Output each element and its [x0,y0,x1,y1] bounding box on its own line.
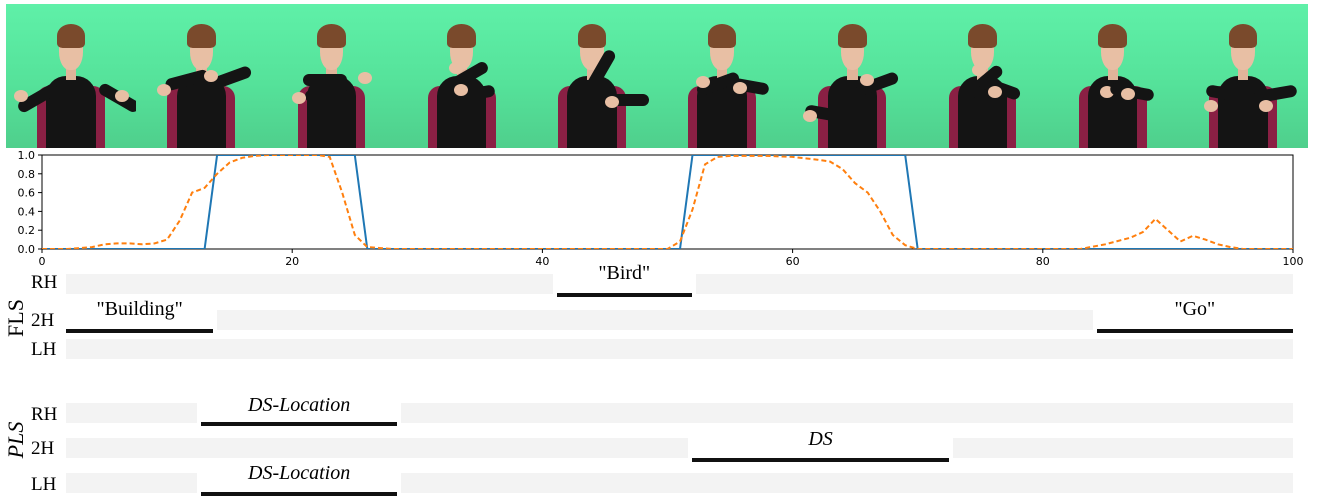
signer-hand [802,110,817,122]
signer-hand [448,62,463,74]
video-frame [136,4,267,148]
dashed-series-line [42,155,1293,249]
pls-track-bg [401,403,1293,423]
x-tick-label: 60 [786,255,800,268]
fls-segment-bar [1096,329,1293,333]
signer-neck [847,68,858,80]
pls-track-bg [953,438,1293,458]
video-frame [917,4,1048,148]
fls-track-bg [66,274,553,294]
signer-hand [987,86,1002,98]
signer-neck [1237,68,1249,80]
fls-segment-label: "Bird" [598,262,651,284]
signer-hair [837,24,867,48]
signer-hair [186,24,216,48]
pls-track-bg [66,403,197,423]
signer-neck [1107,68,1118,80]
signer-hand [157,84,172,96]
video-frame [526,4,658,148]
fls-lh-label: LH [31,339,57,360]
signer-hand [604,96,619,108]
fls-tier-label: FLS [3,299,28,337]
signer-hand [115,90,130,102]
signer-hair [1228,24,1258,48]
video-frame-strip [6,4,1309,148]
pls-track-bg [401,473,1293,493]
signer-hand [732,82,747,94]
signer-hand [972,64,987,76]
signer-arm [302,74,348,86]
signer-hand [1120,88,1135,100]
fls-track-bg [217,310,1093,330]
pls-segment-bar [200,492,398,496]
y-tick-label: 0.4 [18,205,36,218]
signer-neck [65,68,77,80]
video-frame [1047,4,1178,148]
pls-segment-label: DS-Location [248,394,351,416]
signer-neck [716,68,728,80]
y-tick-label: 0.0 [18,243,36,256]
signer-torso [306,76,357,148]
video-frame [266,4,397,148]
fls-track-bg [66,339,1293,359]
video-frame [787,4,918,148]
signer-hair [56,24,86,48]
video-frame [6,4,137,148]
signer-hand [13,90,28,102]
signer-hair [577,24,607,48]
fls-rh-label: RH [31,272,58,293]
signer-hair [968,24,997,48]
x-tick-label: 0 [39,255,46,268]
signer-hand [696,76,711,88]
fls-segment-label: "Go" [1174,298,1216,320]
pls-segment-label: DS [808,428,833,450]
signer-hair [317,24,346,48]
y-tick-label: 1.0 [18,149,36,162]
probability-chart: 0.0 0.2 0.4 0.6 0.8 1.0 0 20 40 60 80 100 [18,149,1304,268]
signer-hand [292,92,307,104]
pls-rh-label: RH [31,404,58,425]
pls-lh-label: LH [31,474,57,495]
video-frame [1177,4,1309,148]
video-frame [396,4,527,148]
x-tick-label: 20 [285,255,299,268]
x-tick-label: 100 [1283,255,1304,268]
x-tick-label: 40 [535,255,549,268]
pls-segment-bar [691,458,950,462]
solid-series-line [42,155,1293,249]
x-tick-label: 80 [1036,255,1050,268]
signer-arm [305,90,350,102]
signer-hair [447,24,477,48]
fls-segment-bar [66,329,214,333]
pls-2h-label: 2H [31,438,55,459]
signer-hand [203,70,218,82]
fls-track-bg [695,274,1293,294]
y-tick-label: 0.2 [18,224,36,237]
plot-frame [41,154,1294,250]
pls-track-bg [66,473,197,493]
signer-hair [1098,24,1128,48]
y-tick-label: 0.8 [18,168,36,181]
signer-hand [584,52,599,64]
pls-tier-label: PLS [3,421,28,459]
video-frame [657,4,788,148]
pls-track-bg [66,438,688,458]
signer-hand [860,74,875,86]
pls-segment-bar [200,422,398,426]
signer-hand [1258,100,1273,112]
fls-segment-bar [556,293,692,297]
signer-hand [1203,100,1218,112]
pls-segment-label: DS-Location [248,462,351,484]
signer-hand [357,72,372,84]
y-tick-label: 0.6 [18,187,36,200]
signer-hand [453,84,468,96]
fls-segment-label: "Building" [96,298,183,320]
signer-hair [707,24,737,48]
fls-2h-label: 2H [31,310,55,331]
